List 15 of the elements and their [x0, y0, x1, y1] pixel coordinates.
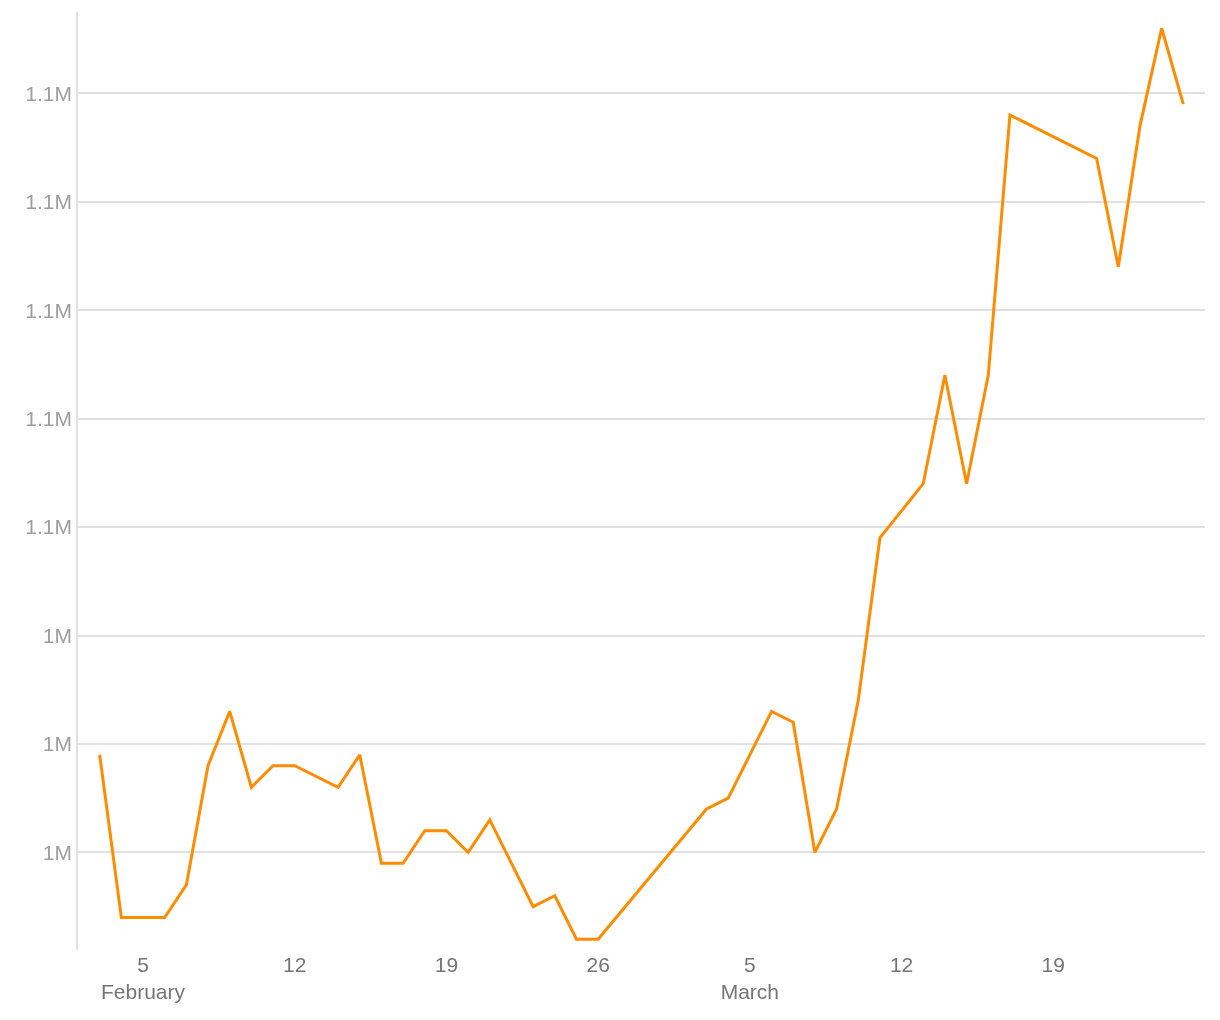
- x-tick-label: 19: [1041, 953, 1065, 976]
- x-tick-label: 26: [586, 953, 610, 976]
- y-tick-label: 1M: [42, 840, 73, 864]
- x-tick-label: 12: [889, 953, 914, 976]
- x-tick-label: 5 March: [720, 953, 780, 1004]
- x-tick-label: 19: [434, 953, 459, 976]
- y-tick-label: 1M: [42, 623, 73, 647]
- y-tick-label: 1.1M: [25, 298, 73, 322]
- y-tick-label: 1.1M: [25, 81, 73, 105]
- y-tick-label: 1.1M: [25, 515, 73, 539]
- y-tick-label: 1.1M: [25, 407, 73, 430]
- y-tick-label: 1.1M: [25, 190, 73, 214]
- x-tick-label: 5 February: [101, 953, 186, 1004]
- y-tick-label: 1M: [42, 732, 73, 756]
- x-tick-label: 12: [283, 953, 307, 976]
